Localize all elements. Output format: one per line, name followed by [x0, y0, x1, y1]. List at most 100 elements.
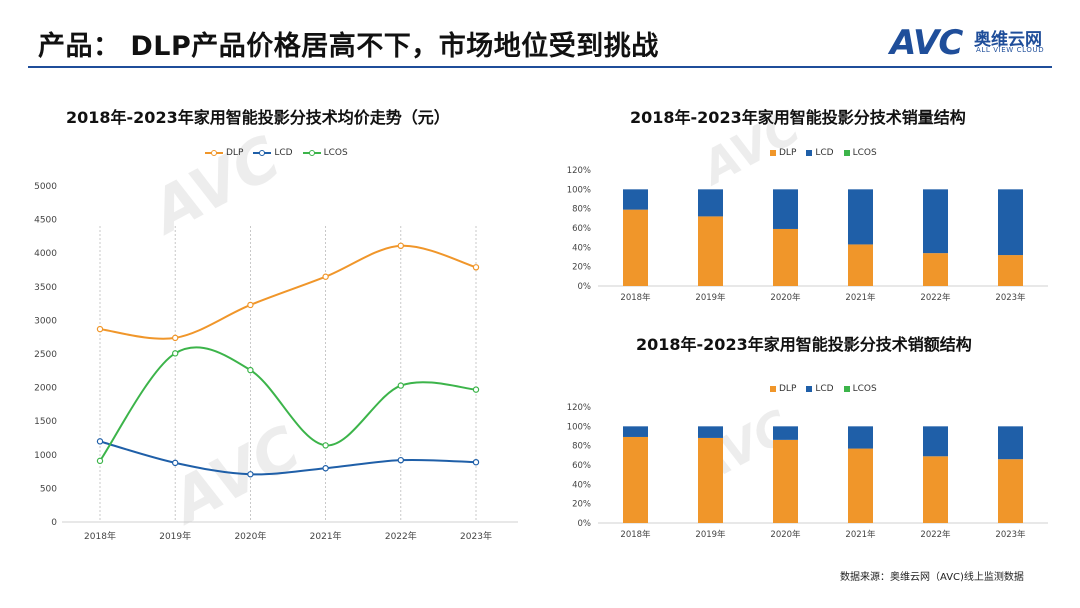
y-tick-label: 120% — [567, 403, 591, 413]
bar-segment-lcd — [923, 426, 948, 457]
x-tick-label: 2018年 — [620, 292, 651, 303]
bar-segment-dlp — [998, 255, 1023, 286]
bar-segment-lcd — [998, 189, 1023, 256]
legend-item-lcd: LCD — [253, 148, 293, 158]
page-title: 产品： DLP产品价格居高不下，市场地位受到挑战 — [38, 31, 659, 62]
y-tick-label: 20% — [572, 500, 591, 510]
bar-segment-dlp — [773, 228, 798, 286]
legend-swatch — [843, 150, 850, 156]
x-tick-label: 2022年 — [385, 530, 417, 542]
y-tick-label: 80% — [572, 205, 591, 215]
legend-swatch — [806, 386, 813, 392]
x-tick-label: 2021年 — [845, 529, 876, 540]
legend-item-lcd: LCD — [806, 148, 834, 158]
y-tick-label: 500 — [40, 484, 57, 494]
value-chart-title: 2018年-2023年家用智能投影分技术销额结构 — [636, 335, 972, 354]
logo-cn-text: 奥维云网 — [974, 30, 1042, 50]
y-tick-label: 5000 — [34, 182, 57, 192]
legend-label: DLP — [779, 148, 797, 158]
y-tick-label: 2000 — [34, 384, 57, 394]
bar-segment-lcd — [848, 189, 873, 245]
bar-segment-dlp — [773, 439, 798, 523]
legend-label: LCOS — [323, 148, 348, 158]
header-divider — [28, 66, 1052, 68]
line-chart-legend: DLP LCD LCOS — [205, 148, 358, 158]
bar-segment-lcd — [698, 426, 723, 438]
bar-segment-lcd — [698, 189, 723, 217]
x-tick-label: 2023年 — [460, 530, 492, 542]
data-point-dlp — [247, 301, 254, 309]
value-chart-legend: DLP LCD LCOS — [770, 384, 887, 394]
y-tick-label: 1500 — [34, 417, 57, 427]
data-point-dlp — [171, 334, 179, 342]
legend-swatch — [843, 386, 850, 392]
legend-item-lcd: LCD — [806, 384, 834, 394]
bar-segment-lcd — [923, 189, 948, 254]
data-point-lcos — [171, 350, 179, 357]
data-point-dlp — [472, 264, 480, 271]
bar-segment-lcd — [623, 426, 648, 437]
y-tick-label: 20% — [572, 263, 591, 273]
data-point-lcos — [322, 442, 329, 449]
legend-label: DLP — [226, 148, 244, 158]
data-point-lcos — [247, 366, 254, 374]
bar-segment-dlp — [923, 456, 948, 523]
legend-item-dlp: DLP — [205, 148, 243, 158]
data-point-lcos — [472, 386, 480, 393]
legend-label: LCD — [815, 384, 834, 394]
x-tick-label: 2019年 — [159, 530, 191, 542]
x-tick-label: 2018年 — [620, 529, 651, 540]
y-tick-label: 100% — [567, 422, 591, 432]
volume-chart-title: 2018年-2023年家用智能投影分技术销量结构 — [630, 108, 966, 127]
y-tick-label: 2500 — [34, 350, 57, 360]
bar-segment-lcd — [773, 426, 798, 440]
bar-segment-lcd — [998, 426, 1023, 460]
legend-label: LCOS — [852, 384, 877, 394]
legend-item-lcos: LCOS — [843, 148, 877, 158]
x-tick-label: 2021年 — [310, 530, 342, 542]
bar-segment-lcd — [848, 426, 873, 449]
y-tick-label: 120% — [567, 166, 591, 176]
bar-segment-dlp — [623, 436, 648, 523]
legend-item-lcos: LCOS — [843, 384, 877, 394]
logo-en-text: ALL VIEW CLOUD — [976, 46, 1045, 54]
x-tick-label: 2023年 — [995, 292, 1026, 303]
y-tick-label: 0 — [51, 518, 57, 528]
data-point-lcd — [171, 459, 179, 467]
bar-segment-dlp — [848, 244, 873, 286]
data-point-lcos — [397, 382, 404, 389]
bar-segment-lcd — [773, 189, 798, 229]
legend-swatch — [253, 150, 272, 156]
data-point-lcos — [96, 457, 104, 465]
y-tick-label: 40% — [572, 480, 591, 490]
legend-label: LCD — [815, 148, 834, 158]
y-tick-label: 0% — [578, 519, 592, 529]
volume-chart-legend: DLP LCD LCOS — [770, 148, 887, 158]
line-chart-title: 2018年-2023年家用智能投影分技术均价走势（元） — [66, 108, 450, 127]
data-point-dlp — [322, 273, 329, 280]
y-tick-label: 4000 — [34, 249, 57, 259]
legend-label: DLP — [779, 384, 797, 394]
data-source-note: 数据来源：奥维云网（AVC)线上监测数据 — [840, 572, 1024, 583]
bar-segment-dlp — [848, 448, 873, 523]
x-tick-label: 2020年 — [770, 292, 801, 303]
legend-swatch — [770, 150, 776, 156]
y-tick-label: 100% — [567, 185, 591, 195]
legend-swatch — [806, 150, 813, 156]
bar-segment-dlp — [698, 437, 723, 523]
y-tick-label: 4500 — [34, 216, 57, 226]
legend-item-lcos: LCOS — [302, 148, 348, 158]
x-tick-label: 2020年 — [234, 530, 266, 542]
legend-swatch — [302, 150, 321, 156]
legend-label: LCD — [274, 148, 293, 158]
data-point-lcd — [322, 465, 329, 472]
y-tick-label: 0% — [578, 282, 592, 292]
bar-segment-lcd — [623, 189, 648, 210]
x-tick-label: 2020年 — [770, 529, 801, 540]
legend-label: LCOS — [852, 148, 877, 158]
logo-avc-text: AVC — [890, 23, 963, 63]
y-tick-label: 60% — [572, 461, 591, 471]
